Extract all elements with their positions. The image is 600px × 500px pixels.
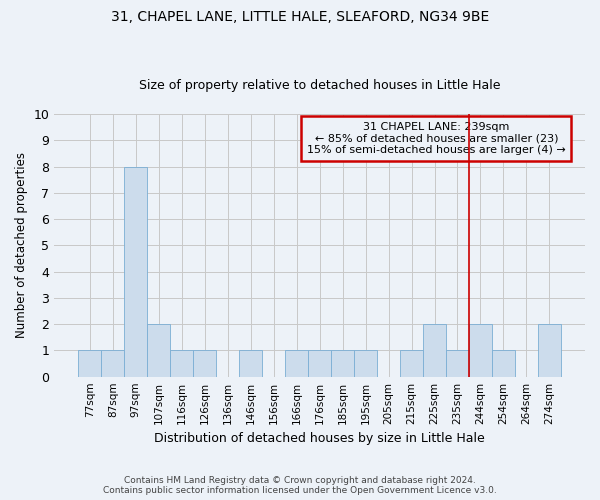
Bar — [239, 350, 262, 376]
Bar — [400, 350, 423, 376]
Bar — [492, 350, 515, 376]
Text: 31 CHAPEL LANE: 239sqm
← 85% of detached houses are smaller (23)
15% of semi-det: 31 CHAPEL LANE: 239sqm ← 85% of detached… — [307, 122, 566, 155]
Bar — [124, 166, 148, 376]
Bar — [148, 324, 170, 376]
X-axis label: Distribution of detached houses by size in Little Hale: Distribution of detached houses by size … — [154, 432, 485, 445]
Bar — [308, 350, 331, 376]
Text: 31, CHAPEL LANE, LITTLE HALE, SLEAFORD, NG34 9BE: 31, CHAPEL LANE, LITTLE HALE, SLEAFORD, … — [111, 10, 489, 24]
Bar — [79, 350, 101, 376]
Y-axis label: Number of detached properties: Number of detached properties — [15, 152, 28, 338]
Bar — [170, 350, 193, 376]
Text: Contains HM Land Registry data © Crown copyright and database right 2024.
Contai: Contains HM Land Registry data © Crown c… — [103, 476, 497, 495]
Bar — [331, 350, 354, 376]
Title: Size of property relative to detached houses in Little Hale: Size of property relative to detached ho… — [139, 79, 500, 92]
Bar — [101, 350, 124, 376]
Bar — [423, 324, 446, 376]
Bar — [538, 324, 561, 376]
Bar — [446, 350, 469, 376]
Bar — [354, 350, 377, 376]
Bar — [285, 350, 308, 376]
Bar — [193, 350, 216, 376]
Bar — [469, 324, 492, 376]
